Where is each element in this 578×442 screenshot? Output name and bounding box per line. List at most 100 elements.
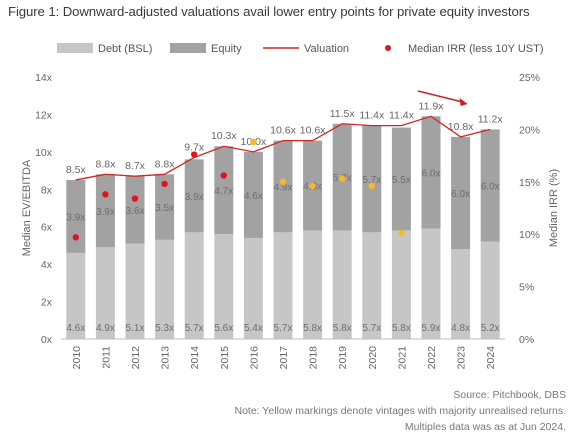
legend-label-debt: Debt (BSL): [98, 43, 152, 55]
bar-equity: [214, 146, 234, 235]
trend-arrow-line: [417, 90, 463, 103]
bar-label-equity: 4.6x: [244, 191, 263, 202]
bar-debt: [480, 241, 500, 339]
bar-label-equity: 4.7x: [214, 186, 233, 197]
bar-label-debt: 5.8x: [392, 323, 411, 334]
legend-label-irr: Median IRR (less 10Y UST): [408, 43, 544, 55]
bar-label-equity: 4.9x: [274, 182, 293, 193]
yellow-marking-note: Note: Yellow markings denote vintages wi…: [234, 405, 566, 417]
irr-marker: [161, 180, 168, 188]
bar-debt: [451, 249, 471, 339]
x-tick-label: 2024: [485, 346, 497, 370]
valuation-label: 11.9x: [419, 100, 445, 112]
x-tick-label: 2020: [367, 346, 379, 370]
bar-equity: [95, 174, 115, 248]
x-tick-label: 2010: [71, 346, 83, 370]
y-tick-label: 8x: [41, 184, 53, 196]
bar-debt: [66, 252, 86, 339]
x-tick-label: 2022: [426, 346, 438, 370]
x-tick-label: 2018: [308, 346, 320, 370]
bar-equity: [125, 176, 145, 244]
irr-marker: [250, 138, 257, 146]
bar-equity: [480, 129, 500, 242]
x-tick-label: 2014: [189, 346, 201, 370]
legend-label-equity: Equity: [211, 43, 242, 55]
figure-title: Figure 1: Downward-adjusted valuations a…: [8, 4, 530, 19]
bar-label-debt: 5.8x: [303, 323, 322, 334]
bar-debt: [95, 247, 115, 339]
valuation-label: 8.8x: [155, 158, 176, 170]
bar-debt: [362, 232, 382, 339]
bar-equity: [66, 179, 86, 253]
bar-label-debt: 5.3x: [155, 323, 174, 334]
bar-debt: [125, 243, 145, 339]
y2-tick-label: 5%: [519, 282, 534, 294]
bar-equity: [155, 174, 175, 240]
bar-equity: [421, 116, 441, 229]
irr-marker: [131, 195, 139, 202]
y2-tick-label: 10%: [519, 229, 540, 241]
valuation-label: 10.3x: [211, 130, 237, 142]
trend-arrow-head: [459, 98, 468, 106]
bar-debt: [303, 230, 323, 339]
source-note: Source: Pitchbook, DBS: [453, 389, 566, 401]
x-tick-label: 2013: [160, 346, 172, 370]
bar-label-debt: 5.7x: [274, 323, 293, 334]
bar-debt: [391, 230, 411, 339]
irr-marker: [191, 151, 198, 158]
bar-label-equity: 6.0x: [451, 189, 470, 200]
x-tick-label: 2019: [337, 346, 349, 370]
y2-axis-title: Median IRR (%): [548, 169, 560, 247]
valuation-label: 11.5x: [330, 108, 356, 120]
bar-label-debt: 4.9x: [96, 323, 115, 334]
y2-tick-label: 15%: [519, 177, 540, 189]
bar-debt: [421, 228, 441, 339]
bar-equity: [243, 151, 263, 238]
valuation-label: 11.4x: [359, 110, 385, 122]
bar-label-equity: 5.7x: [362, 175, 381, 186]
irr-marker: [309, 182, 316, 190]
irr-marker: [72, 234, 80, 241]
bar-label-equity: 6.0x: [481, 182, 500, 193]
bar-label-equity: 3.6x: [126, 206, 145, 217]
valuation-label: 10.6x: [270, 125, 296, 137]
bar-label-debt: 5.9x: [422, 323, 441, 334]
x-tick-label: 2016: [248, 346, 260, 370]
y-tick-label: 12x: [35, 109, 53, 121]
y-tick-label: 4x: [41, 259, 53, 271]
bar-label-equity: 3.9x: [96, 207, 115, 218]
valuation-line: [75, 115, 491, 181]
bar-debt: [332, 230, 352, 339]
irr-marker: [279, 178, 287, 185]
bar-label-debt: 5.8x: [333, 323, 352, 334]
bar-label-debt: 5.2x: [481, 323, 500, 334]
bar-label-debt: 5.1x: [126, 323, 145, 334]
valuation-label: 8.5x: [66, 164, 87, 176]
y2-tick-label: 25%: [519, 72, 540, 84]
y2-tick-label: 0%: [519, 334, 534, 346]
chart-svg: Debt (BSL) Equity Valuation Median IRR (les…: [21, 43, 560, 370]
bar-equity: [451, 136, 471, 250]
bar-label-debt: 4.8x: [451, 323, 470, 334]
valuation-label: 10.8x: [448, 121, 474, 133]
bar-label-debt: 5.6x: [214, 323, 233, 334]
legend-label-valuation: Valuation: [304, 43, 349, 55]
bar-label-debt: 5.7x: [185, 323, 204, 334]
y-tick-label: 10x: [35, 147, 53, 159]
bar-debt: [243, 237, 263, 339]
bar-label-debt: 4.6x: [66, 323, 85, 334]
bar-debt: [214, 234, 234, 339]
valuation-label: 11.2x: [478, 113, 504, 125]
bar-label-equity: 3.9x: [66, 212, 85, 223]
bar-label-equity: 3.5x: [155, 203, 174, 214]
y-tick-label: 14x: [35, 72, 53, 84]
bar-equity: [184, 159, 204, 233]
x-tick-label: 2023: [456, 346, 468, 370]
irr-marker: [368, 182, 375, 190]
bar-debt: [155, 239, 175, 339]
x-tick-label: 2021: [396, 346, 408, 370]
x-tick-label: 2012: [130, 346, 142, 370]
valuation-label: 8.8x: [95, 158, 116, 170]
bar-equity: [391, 127, 411, 231]
bar-label-debt: 5.4x: [244, 323, 263, 334]
